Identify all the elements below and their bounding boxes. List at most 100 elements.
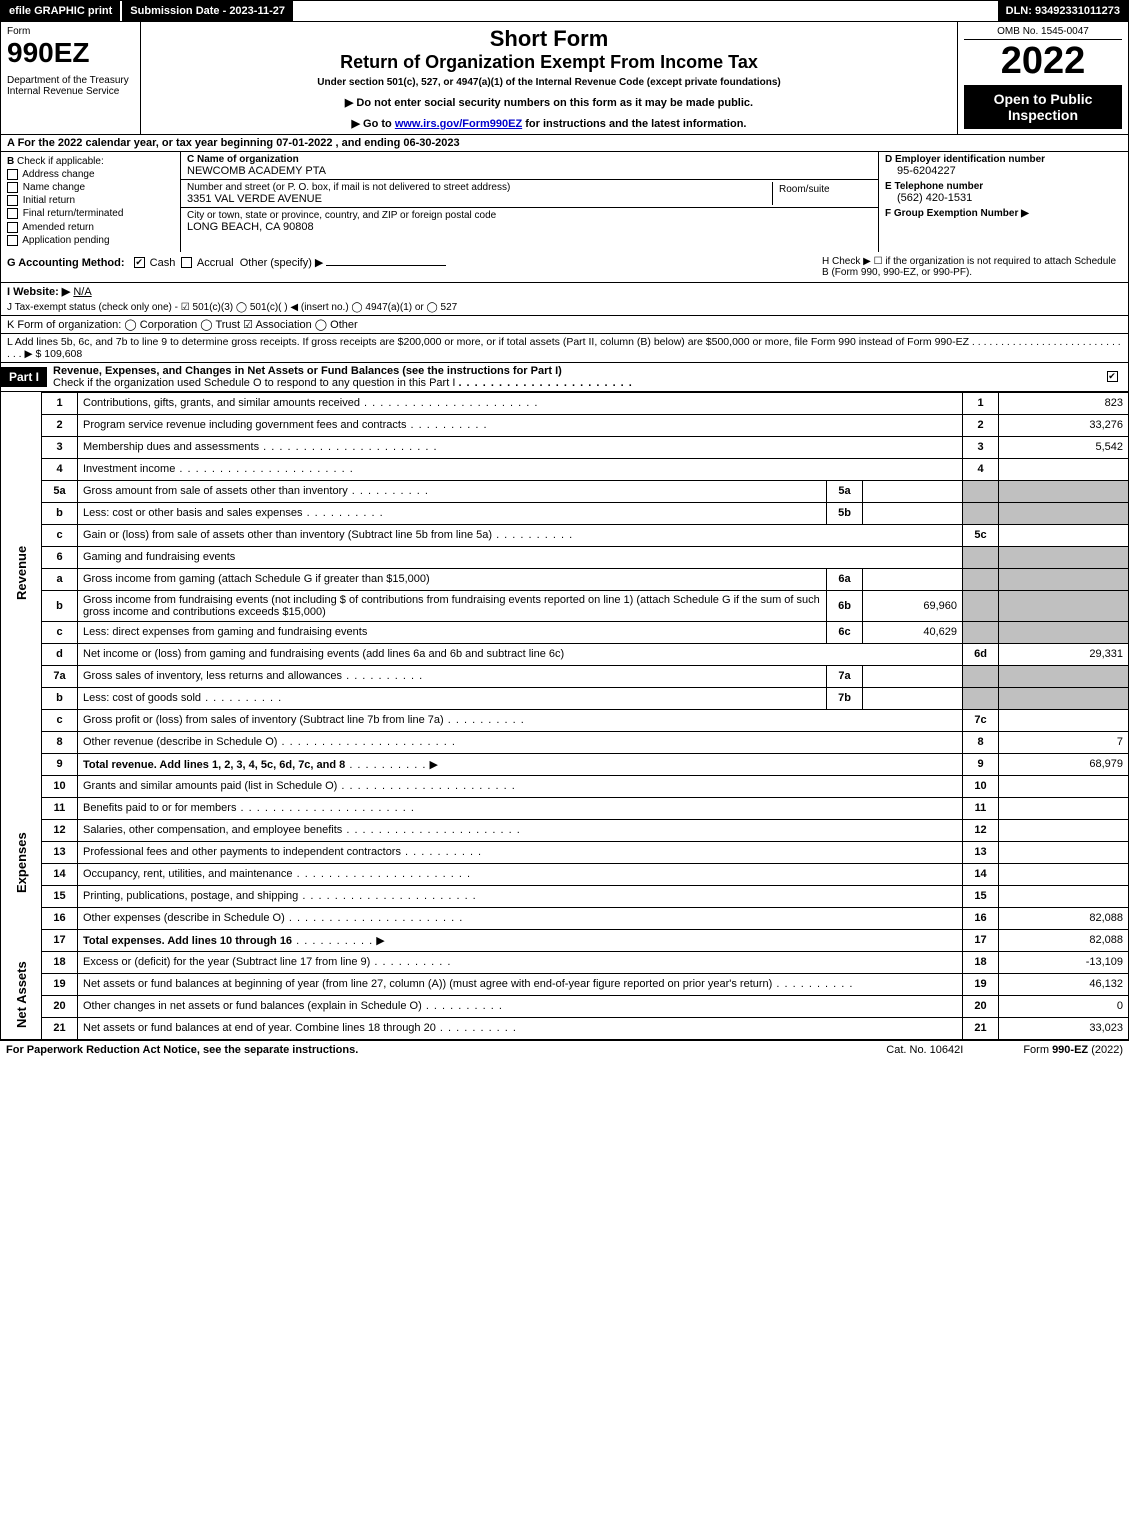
opt-label: Address change [22, 169, 94, 180]
l13-rv [999, 841, 1129, 863]
subtitle: Under section 501(c), 527, or 4947(a)(1)… [147, 77, 951, 88]
shade [999, 480, 1129, 502]
opt-address-change[interactable]: Address change [7, 169, 174, 180]
g-label: G Accounting Method: [7, 257, 125, 269]
top-bar: efile GRAPHIC print Submission Date - 20… [0, 0, 1129, 22]
shade [963, 568, 999, 590]
l16-rv: 82,088 [999, 907, 1129, 929]
tax-year: 2022 [964, 40, 1122, 83]
line-6c: c Less: direct expenses from gaming and … [1, 621, 1129, 643]
shade [999, 665, 1129, 687]
l6a-num: a [42, 568, 78, 590]
row-j-tax-status: J Tax-exempt status (check only one) - ☑… [0, 300, 1129, 315]
accrual-checkbox[interactable] [181, 257, 192, 268]
line-17: 17 Total expenses. Add lines 10 through … [1, 929, 1129, 951]
vlabel-blank [1, 753, 42, 775]
opt-label: Final return/terminated [23, 209, 124, 220]
shade [963, 590, 999, 621]
org-addr-row: Number and street (or P. O. box, if mail… [181, 180, 878, 208]
line-15: 15 Printing, publications, postage, and … [1, 885, 1129, 907]
l10-rv [999, 775, 1129, 797]
l7b-desc: Less: cost of goods sold [78, 687, 827, 709]
l20-rn: 20 [963, 995, 999, 1017]
submission-date: Submission Date - 2023-11-27 [120, 1, 293, 21]
i-label: I Website: ▶ [7, 286, 70, 298]
l6b-sv: 69,960 [863, 590, 963, 621]
l5a-desc: Gross amount from sale of assets other t… [78, 480, 827, 502]
l7a-desc: Gross sales of inventory, less returns a… [78, 665, 827, 687]
l10-rn: 10 [963, 775, 999, 797]
l4-num: 4 [42, 458, 78, 480]
l6c-desc: Less: direct expenses from gaming and fu… [78, 621, 827, 643]
l13-rn: 13 [963, 841, 999, 863]
other-label: Other (specify) ▶ [240, 257, 324, 269]
l6d-num: d [42, 643, 78, 665]
l1-desc: Contributions, gifts, grants, and simila… [78, 392, 963, 414]
l14-rv [999, 863, 1129, 885]
vlabel-expenses: Expenses [1, 775, 42, 951]
f-label: F Group Exemption Number ▶ [885, 208, 1029, 219]
l5a-sn: 5a [827, 480, 863, 502]
line-10: Expenses 10 Grants and similar amounts p… [1, 775, 1129, 797]
lines-table: Revenue 1 Contributions, gifts, grants, … [0, 392, 1129, 1040]
l17-rv: 82,088 [999, 929, 1129, 951]
d-value: 95-6204227 [897, 165, 1122, 177]
l3-rv: 5,542 [999, 436, 1129, 458]
opt-application-pending[interactable]: Application pending [7, 235, 174, 246]
l2-num: 2 [42, 414, 78, 436]
vlabel-revenue: Revenue [1, 392, 42, 753]
line-20: 20 Other changes in net assets or fund b… [1, 995, 1129, 1017]
line-11: 11 Benefits paid to or for members 11 [1, 797, 1129, 819]
l15-rv [999, 885, 1129, 907]
l7c-num: c [42, 709, 78, 731]
line-14: 14 Occupancy, rent, utilities, and maint… [1, 863, 1129, 885]
form-number: 990EZ [7, 37, 134, 69]
line-13: 13 Professional fees and other payments … [1, 841, 1129, 863]
spacer [293, 1, 998, 21]
irs-link[interactable]: www.irs.gov/Form990EZ [395, 118, 522, 130]
l14-desc: Occupancy, rent, utilities, and maintena… [78, 863, 963, 885]
l19-rn: 19 [963, 973, 999, 995]
l6a-sv [863, 568, 963, 590]
efile-label: efile GRAPHIC print [1, 1, 120, 21]
opt-label: Initial return [23, 195, 75, 206]
cash-checkbox[interactable] [134, 257, 145, 268]
line-9: 9 Total revenue. Add lines 1, 2, 3, 4, 5… [1, 753, 1129, 775]
l11-rn: 11 [963, 797, 999, 819]
l6d-desc: Net income or (loss) from gaming and fun… [78, 643, 963, 665]
opt-name-change[interactable]: Name change [7, 182, 174, 193]
l9-num: 9 [42, 753, 78, 775]
opt-initial-return[interactable]: Initial return [7, 195, 174, 206]
l8-rn: 8 [963, 731, 999, 753]
line-5b: b Less: cost or other basis and sales ex… [1, 502, 1129, 524]
dln-label: DLN: 93492331011273 [998, 1, 1128, 21]
part1-checkbox[interactable] [1098, 371, 1128, 383]
line-5c: c Gain or (loss) from sale of assets oth… [1, 524, 1129, 546]
l12-rv [999, 819, 1129, 841]
line-6a: a Gross income from gaming (attach Sched… [1, 568, 1129, 590]
l21-num: 21 [42, 1017, 78, 1039]
c-name-label: C Name of organization [187, 154, 299, 165]
l20-desc: Other changes in net assets or fund bala… [78, 995, 963, 1017]
l1-num: 1 [42, 392, 78, 414]
l5b-desc: Less: cost or other basis and sales expe… [78, 502, 827, 524]
note2-suffix: for instructions and the latest informat… [522, 118, 746, 130]
shade [999, 502, 1129, 524]
l15-desc: Printing, publications, postage, and shi… [78, 885, 963, 907]
shade [963, 546, 999, 568]
l7c-rn: 7c [963, 709, 999, 731]
l18-rv: -13,109 [999, 951, 1129, 973]
opt-amended-return[interactable]: Amended return [7, 222, 174, 233]
note-link: ▶ Go to www.irs.gov/Form990EZ for instru… [147, 117, 951, 130]
shade [999, 621, 1129, 643]
org-city-row: City or town, state or province, country… [181, 208, 878, 235]
note-ssn: ▶ Do not enter social security numbers o… [147, 96, 951, 109]
header-right: OMB No. 1545-0047 2022 Open to Public In… [958, 22, 1128, 134]
c-city-value: LONG BEACH, CA 90808 [187, 221, 872, 233]
shade [963, 480, 999, 502]
l18-num: 18 [42, 951, 78, 973]
l19-num: 19 [42, 973, 78, 995]
l5c-num: c [42, 524, 78, 546]
opt-final-return[interactable]: Final return/terminated [7, 208, 174, 219]
l21-rn: 21 [963, 1017, 999, 1039]
